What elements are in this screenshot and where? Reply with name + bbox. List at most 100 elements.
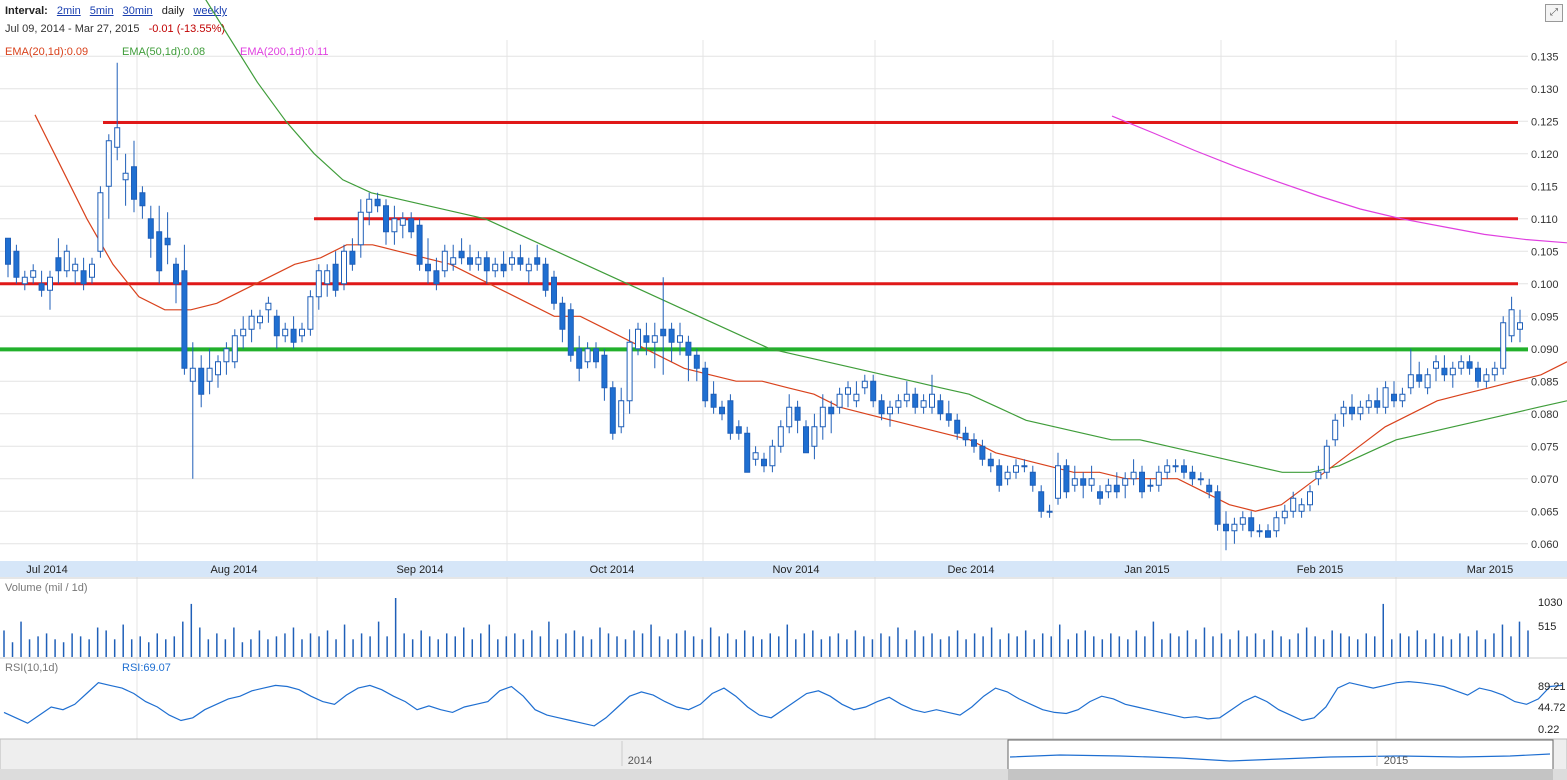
candle-body (1248, 517, 1255, 532)
candle (1391, 381, 1397, 408)
candle-body (1475, 367, 1481, 382)
candle-body (962, 432, 969, 441)
ema200-line (1111, 115, 1567, 244)
candle (1239, 511, 1246, 531)
candle-body (332, 263, 339, 291)
candle-body (433, 270, 440, 285)
interval-5min-link[interactable]: 5min (89, 5, 114, 17)
candle-body (870, 380, 877, 402)
candle-body (72, 263, 79, 272)
candle-body (752, 452, 759, 460)
candle (702, 361, 709, 408)
candle (97, 186, 104, 258)
candle-body (525, 263, 532, 272)
candle (1323, 439, 1330, 479)
interval-2min-link[interactable]: 2min (56, 5, 81, 17)
price-tick: 0.090 (1531, 344, 1559, 356)
candle-body (374, 198, 381, 207)
navigator-line (1009, 753, 1551, 762)
candle-body (408, 218, 415, 233)
candle-body (273, 315, 280, 337)
candle-body (1063, 465, 1070, 493)
candle (282, 322, 289, 343)
candle (1382, 381, 1389, 414)
candle (399, 212, 406, 239)
candle (1105, 478, 1112, 499)
price-change: -0.01 (-13.55%) (148, 23, 226, 35)
candle-body (299, 328, 305, 337)
candle (206, 348, 213, 395)
candle (307, 290, 314, 336)
volume-tick: 1030 (1538, 597, 1562, 609)
volume-tick: 515 (1538, 621, 1556, 633)
interval-30min-link[interactable]: 30min (122, 5, 153, 17)
candle-body (357, 211, 364, 246)
candle (1449, 361, 1456, 388)
candle (1206, 478, 1213, 499)
candle (408, 212, 415, 239)
candle-body (1197, 478, 1204, 481)
candle-body (122, 172, 129, 181)
candle (1164, 459, 1171, 479)
candle (324, 264, 331, 297)
expand-icon[interactable]: ⤢ (1545, 4, 1563, 22)
candle (1399, 387, 1406, 408)
candle (114, 62, 121, 161)
candle-body (1491, 367, 1498, 376)
candle (1349, 394, 1355, 421)
volume-label: Volume (mil / 1d) (5, 582, 88, 594)
candle-body (349, 250, 356, 265)
candle-body (416, 224, 423, 265)
candle (1181, 459, 1187, 479)
candle-body (1382, 387, 1389, 408)
candle (1256, 524, 1263, 538)
candle (1307, 485, 1313, 512)
candle (475, 251, 482, 271)
candle-body (63, 250, 70, 272)
candle (198, 355, 205, 408)
candle-body (677, 335, 683, 343)
candle-body (257, 315, 263, 324)
candle-body (1315, 471, 1322, 480)
candle-body (131, 166, 137, 200)
candle-body (38, 283, 45, 291)
candle-body (290, 328, 297, 343)
candle (416, 218, 423, 271)
volume-panel: 1030 515 (0, 577, 1567, 659)
navigator-scroll-thumb[interactable] (1008, 769, 1553, 780)
navigator[interactable]: 2014 2015 (0, 738, 1567, 780)
candle-body (903, 393, 910, 402)
candle (1172, 459, 1179, 473)
candle-body (21, 276, 28, 285)
candle-body (97, 192, 104, 252)
candle-body (1239, 517, 1246, 525)
candle-body (1097, 491, 1103, 499)
candle (1315, 465, 1322, 486)
candle-body (828, 406, 835, 415)
candle (1147, 478, 1154, 492)
navigator-year-label: 2015 (1384, 755, 1408, 767)
price-tick: 0.100 (1531, 279, 1559, 291)
candle (189, 342, 196, 479)
candle-body (1130, 471, 1137, 480)
candle (299, 322, 305, 343)
navigator-scrollbar[interactable] (0, 769, 1567, 780)
interval-weekly-link[interactable]: weekly (193, 5, 228, 17)
candle (265, 296, 272, 323)
candle (1080, 472, 1087, 499)
candle-body (399, 218, 406, 226)
candle-body (1365, 400, 1372, 408)
candle (559, 296, 566, 343)
candle-body (996, 465, 1003, 486)
candle (1298, 498, 1305, 518)
candle-body (315, 270, 322, 298)
candle (895, 394, 902, 414)
candle-body (794, 406, 801, 421)
candle-body (391, 218, 398, 233)
candle-body (198, 367, 205, 395)
month-tick: Jul 2014 (26, 564, 68, 576)
candles (5, 62, 1523, 551)
candle (509, 251, 515, 271)
candle-body (1189, 471, 1196, 480)
candle (223, 342, 230, 375)
